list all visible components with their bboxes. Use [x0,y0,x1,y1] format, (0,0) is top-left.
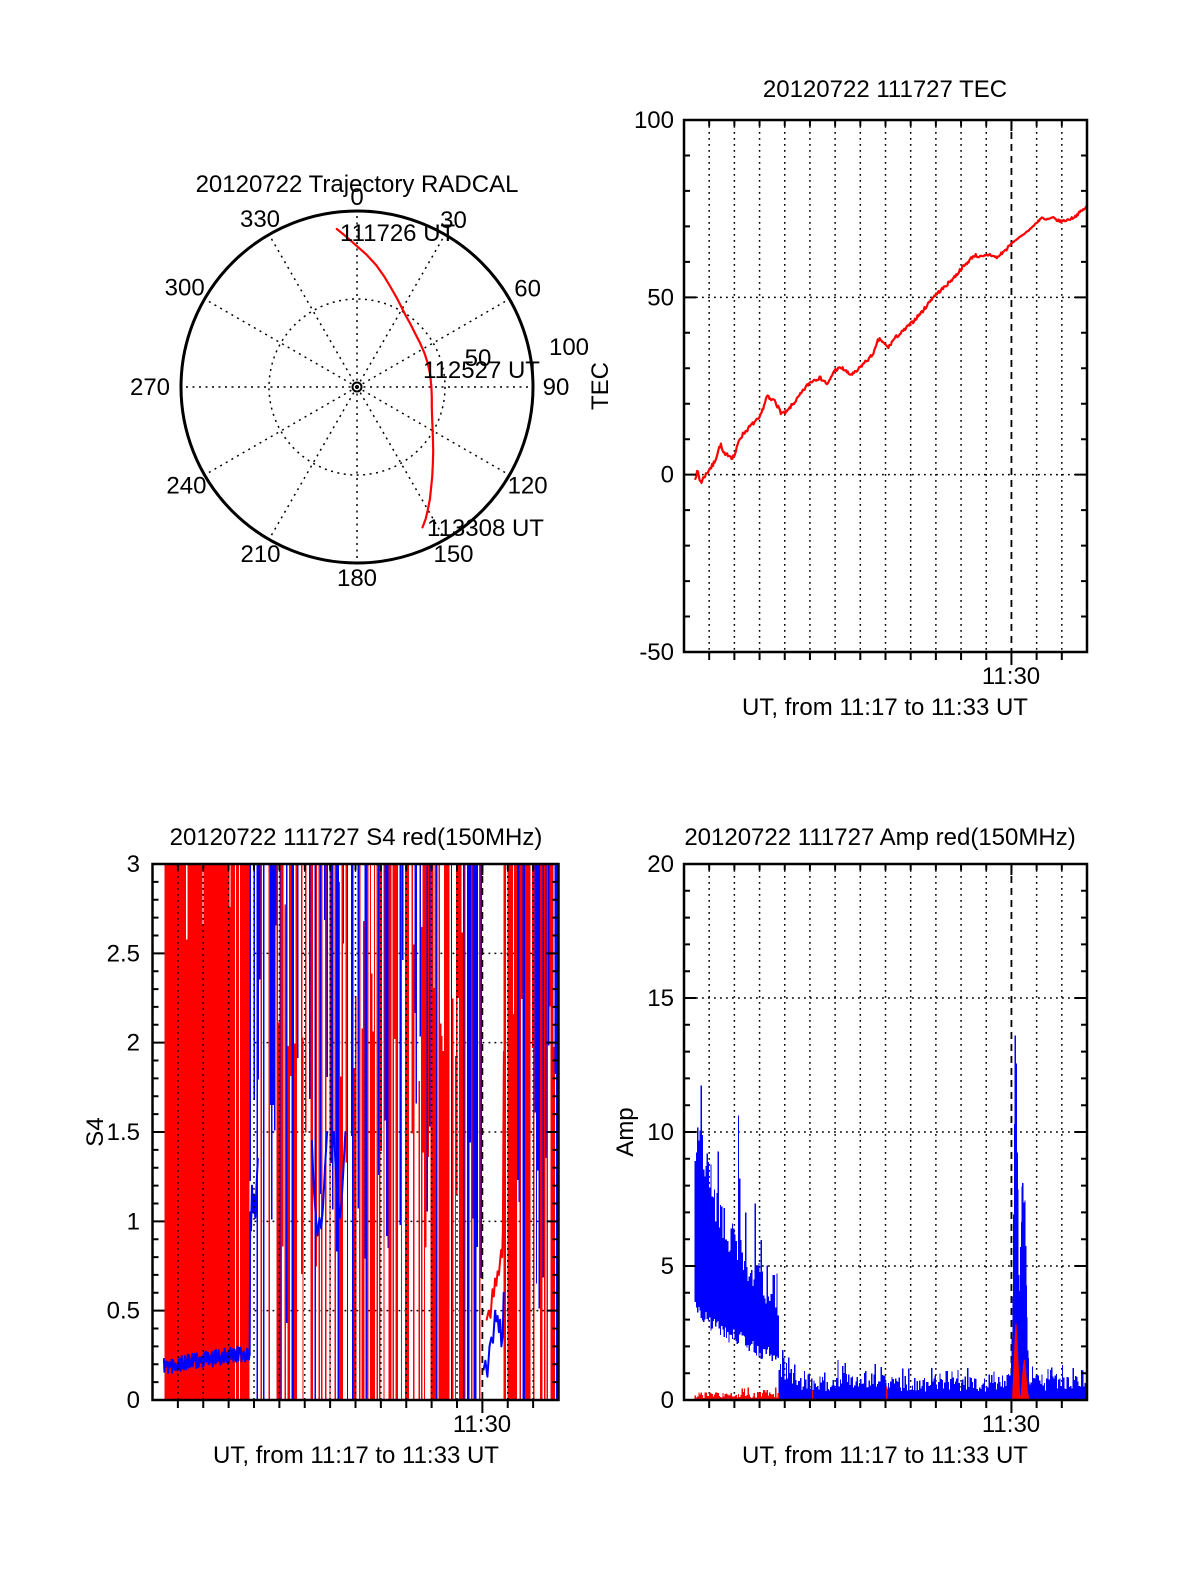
s4-blue-trace-segment [332,1131,347,1219]
amp-panel: 20120722 111727 Amp red(150MHz) Amp 0 5 10… [612,824,1089,1469]
axis-frame [682,862,1089,1402]
trajectory-time-annotation: 112527 UT [423,357,540,384]
s4-blue-trace-segment [248,1157,259,1357]
amp-x-major-tick-label: 11:30 [982,1411,1040,1438]
azimuth-label: 240 [166,473,206,500]
tec-curve [694,204,1089,484]
s4-red-trace-segment [485,1050,505,1321]
y-tick-label: 1.5 [107,1119,140,1146]
trajectory-path [335,227,435,529]
s4-plot: 0 0.5 1 1.5 2 2.5 3 [107,851,560,1414]
y-tick-label: 3 [127,851,140,878]
y-tick-label: 100 [634,107,674,134]
axis-frame [682,118,1089,654]
azimuth-label: 210 [240,541,280,568]
amp-plot: 0 5 10 15 20 [647,851,1089,1414]
tec-x-axis-label: UT, from 11:17 to 11:33 UT [742,694,1028,721]
y-tick-label: 0 [661,462,674,489]
tec-x-major-tick-label: 11:30 [982,663,1040,690]
trajectory-time-annotation: 113308 UT [427,515,544,542]
radial-circle-50 [268,298,446,476]
s4-blue-low-trace [162,1345,251,1375]
horizontal-gridlines [684,997,1087,1267]
azimuth-label: 270 [130,374,170,401]
azimuth-label: 150 [433,541,473,568]
y-tick-label: 50 [647,284,674,311]
axis-frame [151,862,560,1402]
azimuth-spokes [181,211,533,563]
azimuth-label: 300 [165,275,205,302]
azimuth-label: 0 [350,184,363,211]
radial-tick-label: 100 [549,334,589,361]
y-tick-label: 5 [661,1253,674,1280]
trajectory-title: 20120722 Trajectory RADCAL [196,171,519,198]
s4-x-major-tick-label: 11:30 [453,1411,511,1438]
amp-blue-signal [694,1035,1088,1400]
s4-red-columns [164,864,559,1400]
y-tick-label: 0.5 [107,1298,140,1325]
trajectory-plot: 0 30 60 90 120 150 180 210 240 270 300 330 50 100 1117… [130,184,589,592]
amp-title: 20120722 111727 Amp red(150MHz) [684,824,1075,851]
y-tick-label: -50 [639,639,674,666]
azimuth-label: 180 [337,565,377,592]
tec-y-axis-label: TEC [587,362,614,410]
s4-blue-trace-segment [482,1291,505,1378]
y-tick-label: 20 [647,851,674,878]
trajectory-time-annotation: 111726 UT [340,220,456,247]
amp-y-axis-label: Amp [612,1107,639,1156]
y-tick-label: 2 [127,1030,140,1057]
tec-title: 20120722 111727 TEC [763,76,1007,103]
s4-panel: 20120722 111727 S4 red(150MHz) S4 00.511… [82,824,560,1469]
horizontal-gridlines [684,296,1087,476]
trajectory-polar-panel: 20120722 Trajectory RADCAL 0 30 60 90 120 150… [130,171,589,592]
radial-circle-100 [179,209,535,565]
y-tick-label: 0 [127,1387,140,1414]
radial-tick-label: 50 [465,345,492,372]
amp-red-signal [694,1386,888,1400]
tec-plot: -50 0 50 100 [634,107,1089,666]
y-tick-label: 10 [647,1119,674,1146]
s4-blue-columns [249,864,558,1400]
azimuth-label: 30 [440,207,467,234]
azimuth-label: 120 [508,473,548,500]
y-tick-label: 2.5 [107,940,140,967]
s4-blue-trace-segment [310,1131,329,1237]
polar-center-marker [351,381,363,393]
azimuth-label: 60 [514,276,541,303]
s4-x-axis-label: UT, from 11:17 to 11:33 UT [213,1442,499,1469]
minute-gridlines [708,120,1063,652]
y-tick-label: 15 [647,985,674,1012]
s4-y-axis-label: S4 [82,1117,109,1146]
azimuth-label: 330 [240,206,280,233]
azimuth-label: 90 [543,374,570,401]
y-tick-label: 0 [661,1387,674,1414]
amp-red-spike [1012,1323,1030,1401]
s4-title: 20120722 111727 S4 red(150MHz) [170,824,543,851]
y-tick-label: 1 [127,1208,140,1235]
amp-x-axis-label: UT, from 11:17 to 11:33 UT [742,1442,1028,1469]
